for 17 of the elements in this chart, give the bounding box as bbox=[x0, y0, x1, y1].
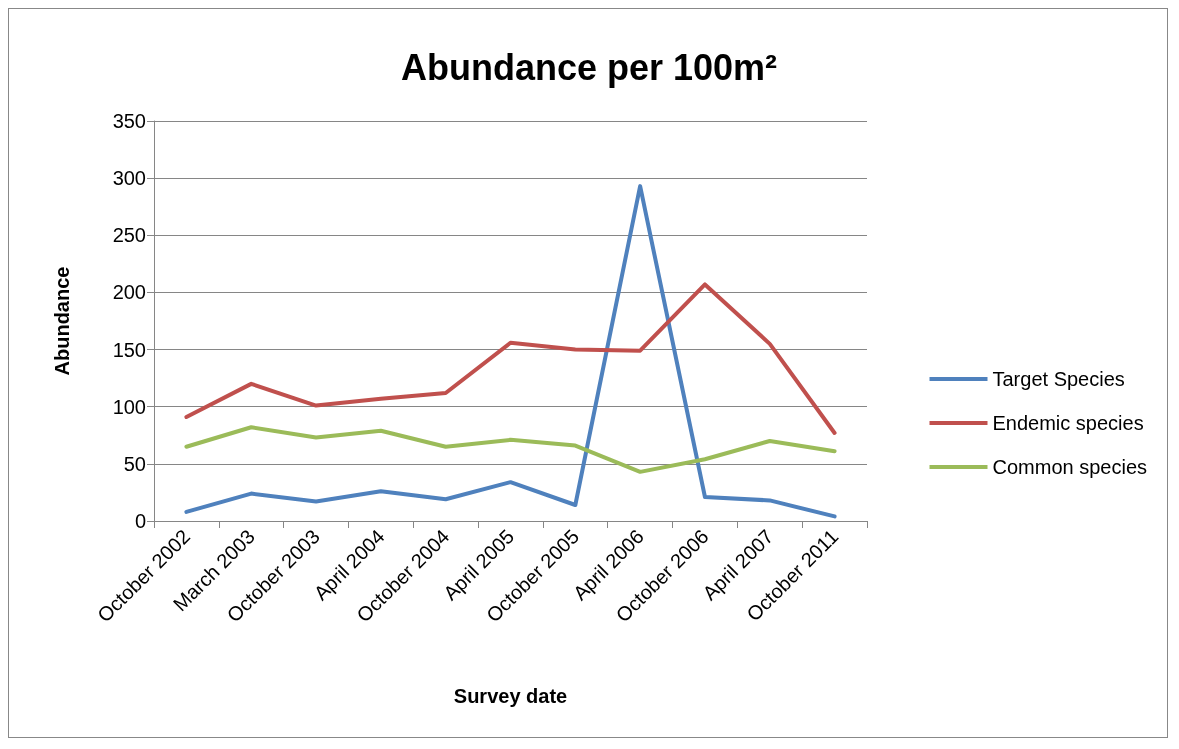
line-series bbox=[184, 184, 837, 519]
y-tick-label: 0 bbox=[134, 510, 146, 532]
y-axis-title: Abundance bbox=[51, 266, 73, 376]
y-tick-label: 50 bbox=[123, 452, 146, 475]
chart-title: Abundance per 100m² bbox=[400, 46, 778, 88]
legend-label: Target Species bbox=[992, 368, 1125, 390]
y-tick-label: 350 bbox=[112, 110, 146, 132]
y-tick-label: 200 bbox=[112, 281, 146, 304]
x-axis-title: Survey date bbox=[453, 685, 568, 707]
y-tick-label: 300 bbox=[112, 167, 146, 190]
line-series bbox=[184, 282, 837, 435]
legend-label: Common species bbox=[992, 456, 1148, 478]
y-tick-label: 100 bbox=[112, 395, 146, 418]
legend-label: Endemic species bbox=[992, 412, 1144, 434]
line-series bbox=[184, 425, 837, 474]
y-tick-label: 150 bbox=[112, 338, 146, 361]
y-tick-label: 250 bbox=[112, 224, 146, 247]
